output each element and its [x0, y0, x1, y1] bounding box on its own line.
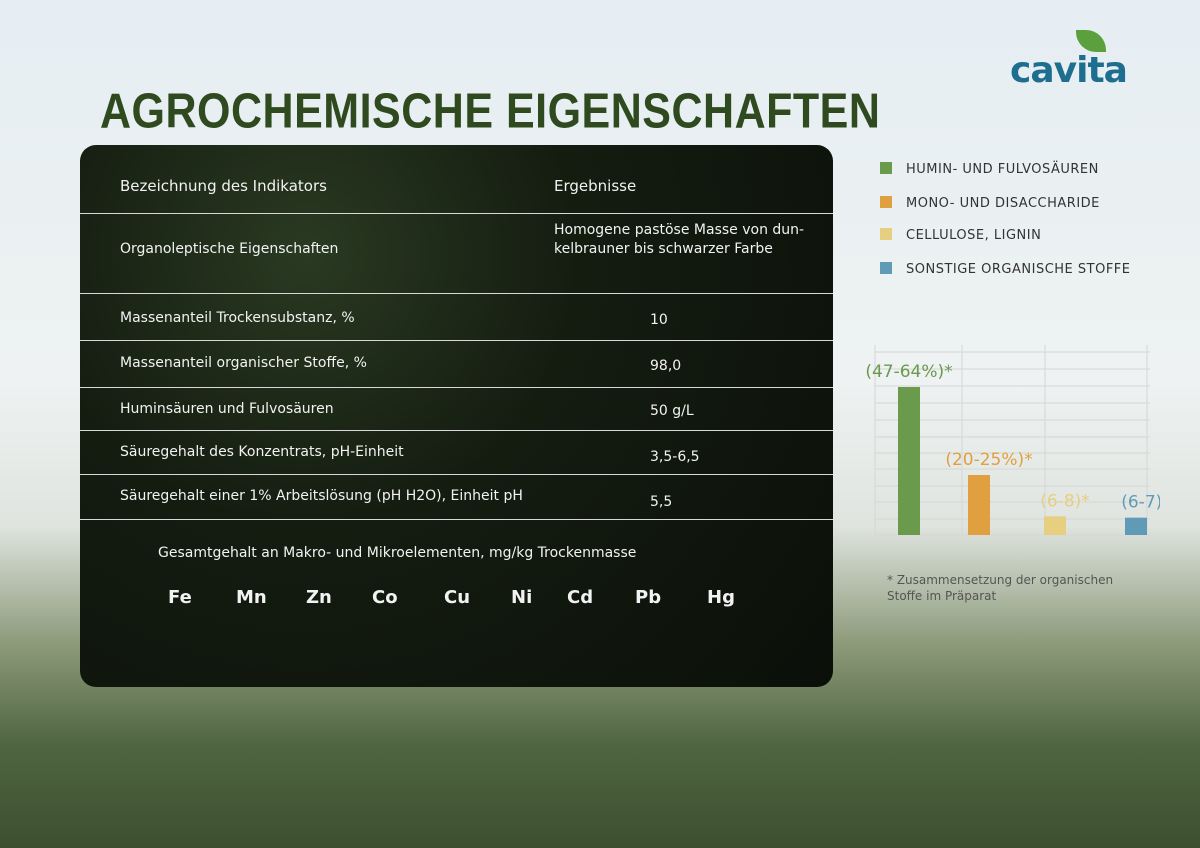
legend-label: MONO- UND DISACCHARIDE: [906, 196, 1100, 211]
legend-label: SONSTIGE ORGANISCHE STOFFE: [906, 262, 1131, 277]
row-value: Homogene pastöse Masse von dun-kelbraune…: [554, 222, 805, 257]
legend-label: CELLULOSE, LIGNIN: [906, 228, 1042, 243]
legend-label: HUMIN- UND FULVOSÄUREN: [906, 162, 1099, 177]
legend-swatch: [880, 228, 892, 240]
row-value: 10: [650, 312, 668, 328]
column-header: Bezeichnung des Indikators: [120, 177, 327, 195]
chart: (47-64%)* (20-25%)* (6-8)* (6-7)*: [865, 345, 1160, 536]
page-title: AGROCHEMISCHE EIGENSCHAFTEN: [100, 84, 881, 140]
row-label: Massenanteil organischer Stoffe, %: [120, 355, 367, 371]
row-value: 3,5-6,5: [650, 449, 700, 465]
row-value: 5,5: [650, 494, 673, 510]
row-divider: [80, 430, 833, 431]
column-header: Ergebnisse: [554, 177, 637, 195]
legend-item: CELLULOSE, LIGNIN: [880, 228, 1041, 243]
legend-swatch: [880, 196, 892, 208]
element-symbol: Hg: [707, 587, 735, 608]
element-symbol: Mn: [236, 587, 267, 608]
table-panel: Bezeichnung des Indikators Ergebnisse Or…: [80, 145, 833, 687]
element-symbol: Fe: [168, 587, 192, 608]
grid-decoration: [874, 345, 1150, 536]
legend-swatch: [880, 162, 892, 174]
data-label: (20-25%)*: [945, 450, 1032, 470]
element-symbol: Co: [372, 587, 398, 608]
row-label: Huminsäuren und Fulvosäuren: [120, 401, 334, 417]
legend-item: MONO- UND DISACCHARIDE: [880, 196, 1100, 211]
legend-item: SONSTIGE ORGANISCHE STOFFE: [880, 262, 1131, 277]
row-label: Säuregehalt des Konzentrats, pH-Einheit: [120, 444, 404, 460]
bar: [1044, 516, 1066, 535]
element-symbol: Ni: [511, 587, 533, 608]
row-label: Organoleptische Eigenschaften: [120, 241, 339, 257]
logo: cavita: [1010, 50, 1128, 91]
element-symbol: Cd: [567, 587, 594, 608]
data-label: (6-7)*: [1121, 493, 1160, 513]
row-divider: [80, 293, 833, 294]
data-label: (6-8)*: [1040, 491, 1090, 511]
bar: [1125, 517, 1147, 535]
logo-leaf: [1076, 30, 1106, 52]
elements-title: Gesamtgehalt an Makro- und Mikroelemente…: [158, 545, 637, 561]
row-divider: [80, 387, 833, 388]
row-divider: [80, 213, 833, 214]
data-label: (47-64%)*: [865, 362, 952, 382]
row-value: 50 g/L: [650, 403, 694, 419]
legend-item: HUMIN- UND FULVOSÄUREN: [880, 162, 1099, 177]
chart-footnote: * Zusammensetzung der organischen Stoffe…: [887, 573, 1114, 603]
bar: [968, 475, 990, 535]
bar: [898, 387, 920, 535]
row-divider: [80, 519, 833, 520]
row-divider: [80, 474, 833, 475]
row-label: Säuregehalt einer 1% Arbeitslösung (pH H…: [120, 488, 523, 504]
legend-swatch: [880, 262, 892, 274]
row-value: 98,0: [650, 358, 682, 374]
row-divider: [80, 340, 833, 341]
row-label: Massenanteil Trockensubstanz, %: [120, 310, 355, 326]
element-symbol: Cu: [444, 587, 471, 608]
element-symbol: Pb: [635, 587, 662, 608]
element-symbol: Zn: [306, 587, 332, 608]
